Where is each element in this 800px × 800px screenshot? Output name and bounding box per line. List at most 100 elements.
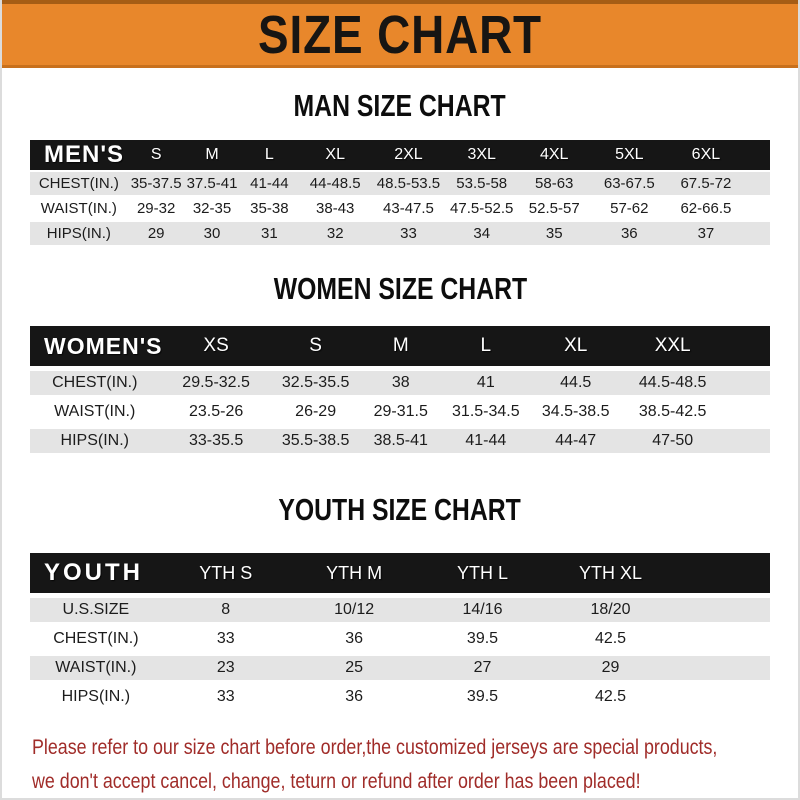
size-value-cell: 18/20 xyxy=(546,598,675,622)
size-value-cell: 29-32 xyxy=(127,197,185,220)
size-column-header: L xyxy=(442,326,529,366)
size-column-header: XL xyxy=(528,326,623,366)
section-youth: YOUTH SIZE CHART YOUTH YTH S YTH M YTH L YTH… xyxy=(2,492,798,714)
row-spacer-cell xyxy=(722,371,770,395)
header-spacer-cell xyxy=(722,326,770,366)
size-value-cell: 23 xyxy=(161,656,290,680)
header-spacer-cell xyxy=(744,140,770,170)
measurement-row: HIPS(IN.) 29 30 31 32 33 34 35 36 37 xyxy=(30,222,770,245)
size-value-cell: 31.5-34.5 xyxy=(442,400,529,424)
men-size-table: MEN'S S M L XL 2XL 3XL 4XL 5XL 6XL CHEST(IN.) 35-37… xyxy=(30,138,770,247)
size-value-cell: 35-37.5 xyxy=(127,172,185,195)
size-value-cell: 38-43 xyxy=(299,197,372,220)
youth-size-table: YOUTH YTH S YTH M YTH L YTH XL U.S.SIZE 8 10/12… xyxy=(30,548,770,714)
size-value-cell: 47.5-52.5 xyxy=(445,197,518,220)
size-value-cell: 33-35.5 xyxy=(159,429,273,453)
notice-line-2: we don't accept cancel, change, teturn o… xyxy=(32,769,641,793)
row-label-cell: WAIST(IN.) xyxy=(30,197,128,220)
row-spacer-cell xyxy=(674,656,770,680)
size-value-cell: 53.5-58 xyxy=(445,172,518,195)
size-column-header: 6XL xyxy=(667,140,745,170)
size-value-cell: 43-47.5 xyxy=(371,197,446,220)
size-value-cell: 14/16 xyxy=(418,598,547,622)
size-value-cell: 35-38 xyxy=(239,197,300,220)
measurement-row: CHEST(IN.) 35-37.5 37.5-41 41-44 44-48.5 48.5… xyxy=(30,172,770,195)
size-value-cell: 29.5-32.5 xyxy=(159,371,273,395)
size-value-cell: 8 xyxy=(161,598,290,622)
size-value-cell: 35.5-38.5 xyxy=(272,429,359,453)
women-size-table: WOMEN'S XS S M L XL XXL CHEST(IN.) 29.5-32.5 32.5… xyxy=(30,321,770,458)
measurement-row: U.S.SIZE 8 10/12 14/16 18/20 xyxy=(30,598,770,622)
row-spacer-cell xyxy=(722,429,770,453)
row-label-cell: CHEST(IN.) xyxy=(30,371,160,395)
size-value-cell: 38.5-42.5 xyxy=(622,400,723,424)
size-column-header: YTH M xyxy=(289,553,419,593)
size-value-cell: 34 xyxy=(445,222,518,245)
size-value-cell: 37 xyxy=(667,222,745,245)
size-column-header: S xyxy=(127,140,185,170)
size-value-cell: 33 xyxy=(161,627,290,651)
measurement-row: HIPS(IN.) 33 36 39.5 42.5 xyxy=(30,685,770,709)
row-label-cell: HIPS(IN.) xyxy=(30,685,162,709)
section-women: WOMEN SIZE CHART WOMEN'S XS S M L XL XXL CHEST(… xyxy=(2,271,798,458)
size-value-cell: 44-47 xyxy=(528,429,623,453)
row-spacer-cell xyxy=(722,400,770,424)
size-value-cell: 62-66.5 xyxy=(667,197,745,220)
size-value-cell: 29-31.5 xyxy=(358,400,443,424)
size-value-cell: 33 xyxy=(161,685,290,709)
size-column-header: M xyxy=(184,140,240,170)
size-value-cell: 44.5-48.5 xyxy=(622,371,723,395)
size-column-header: 3XL xyxy=(445,140,518,170)
size-value-cell: 34.5-38.5 xyxy=(528,400,623,424)
row-label-cell: CHEST(IN.) xyxy=(30,172,128,195)
size-value-cell: 52.5-57 xyxy=(517,197,591,220)
size-value-cell: 31 xyxy=(239,222,300,245)
measurement-row: HIPS(IN.) 33-35.5 35.5-38.5 38.5-41 41-44 44-… xyxy=(30,429,770,453)
table-title-cell: WOMEN'S xyxy=(30,326,162,366)
size-column-header: 2XL xyxy=(371,140,446,170)
size-value-cell: 32-35 xyxy=(184,197,240,220)
women-section-heading-text: WOMEN SIZE CHART xyxy=(273,271,527,306)
size-value-cell: 32 xyxy=(299,222,372,245)
banner: SIZE CHART xyxy=(2,0,798,68)
measurement-row: CHEST(IN.) 29.5-32.5 32.5-35.5 38 41 44.5 44.5… xyxy=(30,371,770,395)
size-value-cell: 41 xyxy=(442,371,529,395)
row-spacer-cell xyxy=(744,222,770,245)
row-spacer-cell xyxy=(744,197,770,220)
women-section-heading: WOMEN SIZE CHART xyxy=(2,271,798,307)
size-value-cell: 10/12 xyxy=(289,598,419,622)
size-value-cell: 44.5 xyxy=(528,371,623,395)
measurement-row: CHEST(IN.) 33 36 39.5 42.5 xyxy=(30,627,770,651)
table-title-cell: MEN'S xyxy=(30,140,128,170)
size-value-cell: 42.5 xyxy=(546,685,675,709)
banner-title: SIZE CHART xyxy=(258,4,542,65)
size-value-cell: 32.5-35.5 xyxy=(272,371,359,395)
size-value-cell: 48.5-53.5 xyxy=(371,172,446,195)
size-value-cell: 63-67.5 xyxy=(590,172,668,195)
youth-section-heading: YOUTH SIZE CHART xyxy=(2,492,798,528)
size-value-cell: 44-48.5 xyxy=(299,172,372,195)
size-column-header: S xyxy=(272,326,359,366)
size-column-header: XL xyxy=(299,140,372,170)
size-column-header: L xyxy=(239,140,300,170)
size-value-cell: 38 xyxy=(358,371,443,395)
size-value-cell: 23.5-26 xyxy=(159,400,273,424)
row-spacer-cell xyxy=(744,172,770,195)
size-value-cell: 58-63 xyxy=(517,172,591,195)
size-value-cell: 67.5-72 xyxy=(667,172,745,195)
table-header-row: WOMEN'S XS S M L XL XXL xyxy=(30,326,770,366)
measurement-row: WAIST(IN.) 23.5-26 26-29 29-31.5 31.5-34.5 34… xyxy=(30,400,770,424)
size-value-cell: 41-44 xyxy=(442,429,529,453)
size-value-cell: 39.5 xyxy=(418,627,547,651)
size-value-cell: 38.5-41 xyxy=(358,429,443,453)
size-value-cell: 29 xyxy=(127,222,185,245)
row-label-cell: U.S.SIZE xyxy=(30,598,162,622)
size-column-header: 5XL xyxy=(590,140,668,170)
row-label-cell: HIPS(IN.) xyxy=(30,222,128,245)
row-label-cell: CHEST(IN.) xyxy=(30,627,162,651)
men-section-heading-text: MAN SIZE CHART xyxy=(293,88,507,123)
size-value-cell: 27 xyxy=(418,656,547,680)
size-column-header: YTH S xyxy=(161,553,290,593)
row-label-cell: HIPS(IN.) xyxy=(30,429,160,453)
notice-line-1: Please refer to our size chart before or… xyxy=(32,735,718,759)
